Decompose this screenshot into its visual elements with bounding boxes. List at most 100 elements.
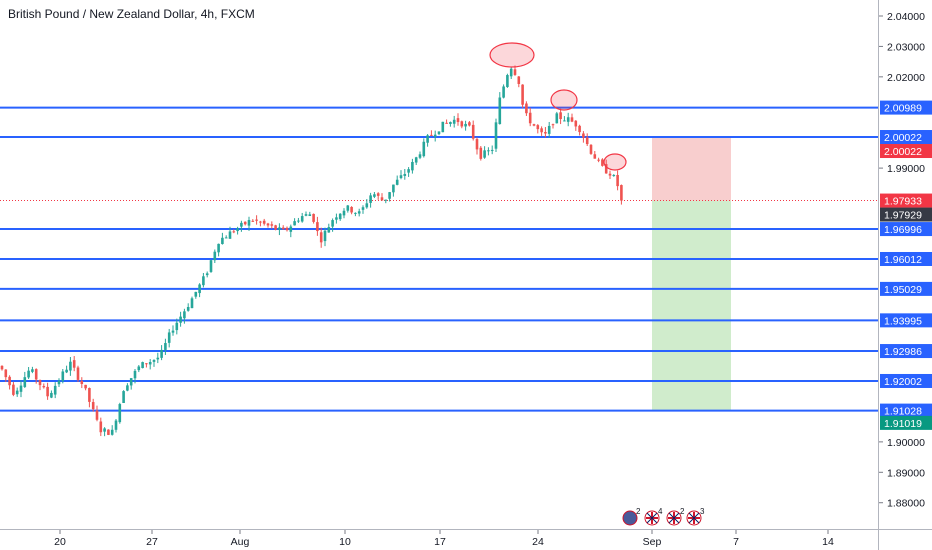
- candle-up: [141, 362, 144, 369]
- level-price-badge-text: 1.96996: [884, 224, 922, 236]
- candle-up: [452, 119, 456, 124]
- candle-down: [479, 147, 483, 159]
- candle-up: [297, 220, 300, 222]
- candle-up: [126, 385, 129, 391]
- candle-down: [544, 131, 547, 134]
- candle-down: [570, 117, 574, 122]
- candle-up: [118, 404, 122, 423]
- level-price-badge-text: 1.93995: [884, 315, 922, 327]
- candle-down: [232, 231, 236, 233]
- candle-down: [80, 380, 84, 385]
- event-count: 3: [700, 507, 705, 516]
- candle-up: [183, 311, 186, 319]
- y-tick-label: 1.99000: [887, 163, 925, 175]
- candle-down: [312, 213, 315, 222]
- candle-down: [0, 365, 4, 370]
- price-badge: [880, 144, 932, 159]
- candle-up: [167, 332, 171, 343]
- candle-down: [42, 386, 46, 388]
- right-shoulder-circle[interactable]: [550, 89, 578, 111]
- candle-up: [217, 243, 220, 253]
- candle-down: [532, 124, 536, 126]
- uk-flag-icon[interactable]: [644, 510, 660, 526]
- candle-up: [327, 227, 331, 233]
- candle-down: [604, 164, 608, 174]
- candle-down: [34, 369, 38, 380]
- y-tick-label: 1.88000: [887, 498, 925, 510]
- candle-up: [213, 251, 217, 261]
- candle-up: [566, 117, 570, 122]
- price-badge-text: 1.91019: [884, 418, 922, 430]
- top-circle[interactable]: [489, 42, 535, 68]
- candle-down: [528, 112, 532, 124]
- candle-up: [179, 316, 182, 323]
- candle-up: [388, 192, 391, 199]
- candle-down: [243, 221, 247, 225]
- price-badge: [880, 193, 932, 208]
- candle-down: [551, 124, 555, 126]
- candle-up: [53, 385, 57, 395]
- level-price-badge-text: 2.00022: [884, 132, 922, 144]
- uk-flag-icon[interactable]: [666, 510, 682, 526]
- candle-up: [441, 121, 445, 133]
- candle-down: [8, 376, 11, 386]
- candle-down: [559, 112, 562, 120]
- price-badge-text: 2.00022: [884, 146, 922, 158]
- candle-down: [319, 232, 323, 243]
- candle-down: [525, 103, 528, 114]
- candle-up: [23, 377, 27, 387]
- candle-up: [186, 307, 190, 311]
- level-price-badge: [880, 100, 932, 115]
- candle-down: [536, 125, 540, 130]
- y-tick-label: 1.89000: [887, 467, 925, 479]
- candle-down: [274, 225, 277, 230]
- uk-flag-icon[interactable]: [686, 510, 702, 526]
- candle-up: [331, 220, 334, 227]
- candle-up: [418, 154, 422, 158]
- candle-up: [148, 361, 152, 365]
- candle-down: [513, 69, 517, 75]
- candle-down: [376, 193, 380, 196]
- candle-up: [487, 150, 490, 152]
- chart-title: British Pound / New Zealand Dollar, 4h, …: [8, 7, 255, 21]
- level-price-badge-text: 1.92002: [884, 376, 922, 388]
- stop-loss-zone[interactable]: [652, 137, 731, 201]
- candle-up: [289, 226, 293, 232]
- candle-up: [202, 276, 205, 286]
- candle-up: [129, 378, 133, 386]
- price-badge-text: 1.97929: [884, 210, 922, 222]
- candle-up: [65, 369, 68, 373]
- level-price-badge-text: 1.92986: [884, 346, 922, 358]
- candle-down: [620, 185, 623, 201]
- candle-up: [506, 75, 509, 87]
- candle-down: [285, 227, 289, 231]
- candle-up: [228, 231, 232, 239]
- candle-up: [464, 123, 467, 127]
- candle-down: [350, 206, 353, 213]
- candle-down: [38, 379, 42, 386]
- calendar-flag-icon[interactable]: [622, 510, 638, 526]
- candle-down: [255, 219, 258, 221]
- candle-up: [103, 428, 106, 432]
- candle-up: [164, 343, 167, 350]
- candle-up: [137, 366, 141, 371]
- candle-down: [597, 159, 600, 161]
- candle-up: [160, 349, 163, 358]
- take-profit-zone[interactable]: [652, 200, 731, 411]
- candle-down: [12, 384, 15, 395]
- candle-up: [346, 205, 350, 211]
- candle-down: [259, 221, 262, 223]
- level-price-badge-text: 1.91028: [884, 406, 922, 418]
- candle-up: [205, 273, 209, 276]
- level-price-badge: [880, 130, 932, 145]
- candle-down: [585, 137, 589, 145]
- candle-up: [323, 230, 327, 242]
- candle-up: [449, 122, 452, 124]
- candle-down: [430, 134, 433, 136]
- candle-up: [342, 210, 346, 216]
- candle-down: [251, 220, 255, 222]
- candle-up: [399, 175, 403, 179]
- candle-up: [369, 195, 372, 203]
- lower-high-circle[interactable]: [603, 153, 627, 171]
